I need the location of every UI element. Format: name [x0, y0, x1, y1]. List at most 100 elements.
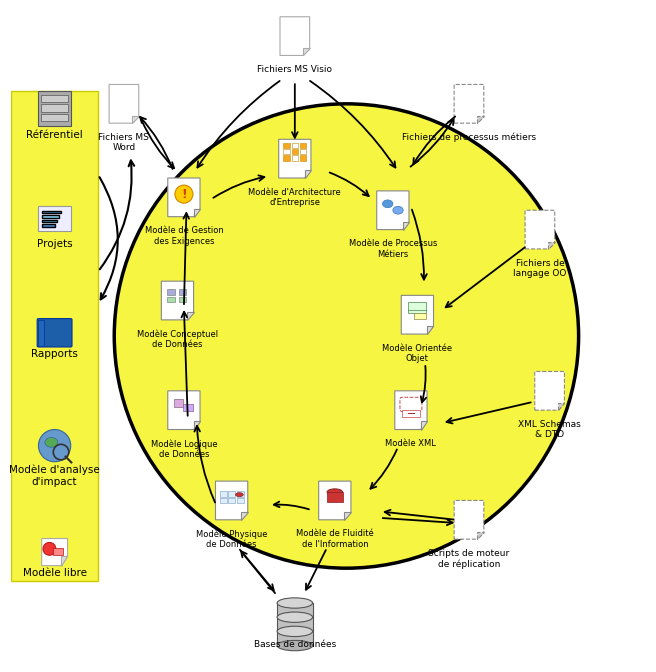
Circle shape: [114, 103, 579, 569]
FancyBboxPatch shape: [178, 289, 186, 295]
Polygon shape: [61, 556, 68, 566]
FancyBboxPatch shape: [220, 498, 227, 503]
Polygon shape: [525, 210, 555, 249]
Text: !: !: [181, 187, 187, 201]
Text: Modèle Conceptuel
de Données: Modèle Conceptuel de Données: [137, 329, 218, 349]
Polygon shape: [280, 17, 310, 56]
Polygon shape: [279, 139, 311, 178]
FancyBboxPatch shape: [220, 491, 227, 497]
Polygon shape: [427, 326, 434, 334]
Ellipse shape: [45, 437, 58, 448]
Polygon shape: [395, 391, 427, 429]
FancyBboxPatch shape: [182, 405, 193, 411]
FancyBboxPatch shape: [300, 142, 306, 148]
Circle shape: [43, 542, 56, 555]
Circle shape: [175, 185, 193, 203]
FancyBboxPatch shape: [283, 142, 290, 148]
Text: Référentiel: Référentiel: [26, 130, 83, 140]
Ellipse shape: [327, 489, 342, 495]
FancyBboxPatch shape: [277, 603, 312, 617]
Text: Modèle d'Architecture
d'Entreprise: Modèle d'Architecture d'Entreprise: [249, 187, 341, 207]
Polygon shape: [420, 421, 427, 429]
FancyBboxPatch shape: [283, 155, 290, 161]
FancyBboxPatch shape: [43, 220, 57, 222]
FancyBboxPatch shape: [39, 91, 71, 126]
Polygon shape: [548, 241, 555, 249]
Ellipse shape: [393, 206, 403, 214]
FancyBboxPatch shape: [174, 399, 182, 407]
Polygon shape: [194, 421, 200, 429]
FancyBboxPatch shape: [277, 617, 312, 632]
Text: Fichiers MS
Word: Fichiers MS Word: [98, 133, 150, 153]
Text: Modèle de Processus
Métiers: Modèle de Processus Métiers: [349, 239, 437, 259]
FancyBboxPatch shape: [41, 95, 68, 102]
FancyBboxPatch shape: [237, 491, 244, 497]
Polygon shape: [303, 48, 310, 56]
Polygon shape: [216, 481, 248, 520]
Polygon shape: [42, 538, 68, 566]
Text: Fichiers de
langage OO: Fichiers de langage OO: [513, 259, 567, 278]
Ellipse shape: [236, 493, 243, 497]
FancyBboxPatch shape: [39, 206, 71, 231]
Text: Modèle XML: Modèle XML: [386, 439, 436, 448]
Text: Fichiers MS Visio: Fichiers MS Visio: [257, 65, 333, 74]
Text: Modèle libre: Modèle libre: [22, 569, 87, 578]
Polygon shape: [161, 281, 194, 320]
Polygon shape: [194, 208, 200, 216]
Text: Rapports: Rapports: [31, 349, 78, 359]
FancyBboxPatch shape: [11, 91, 98, 581]
Text: Modèle Orientée
Objet: Modèle Orientée Objet: [382, 344, 453, 363]
FancyBboxPatch shape: [400, 397, 422, 411]
FancyBboxPatch shape: [41, 114, 68, 121]
Text: Modèle Physique
de Données: Modèle Physique de Données: [196, 530, 268, 550]
Text: Scripts de moteur
de réplication: Scripts de moteur de réplication: [428, 549, 510, 569]
FancyBboxPatch shape: [53, 548, 63, 555]
FancyBboxPatch shape: [277, 632, 312, 646]
FancyBboxPatch shape: [167, 296, 175, 302]
Polygon shape: [401, 296, 434, 334]
FancyBboxPatch shape: [292, 149, 298, 154]
Ellipse shape: [277, 612, 312, 622]
FancyBboxPatch shape: [37, 319, 72, 347]
Polygon shape: [168, 178, 200, 216]
FancyBboxPatch shape: [41, 104, 68, 112]
FancyBboxPatch shape: [407, 302, 426, 312]
Text: Modèle Logique
de Données: Modèle Logique de Données: [151, 439, 217, 459]
FancyBboxPatch shape: [300, 149, 306, 154]
Text: Projets: Projets: [37, 239, 72, 249]
Polygon shape: [241, 512, 248, 520]
FancyBboxPatch shape: [402, 409, 420, 417]
Text: Fichiers de processus métiers: Fichiers de processus métiers: [402, 133, 536, 142]
FancyBboxPatch shape: [300, 155, 306, 161]
Polygon shape: [454, 85, 484, 123]
Polygon shape: [133, 116, 139, 123]
Text: Bases de données: Bases de données: [254, 640, 336, 649]
Polygon shape: [535, 372, 564, 410]
Polygon shape: [168, 391, 200, 429]
FancyBboxPatch shape: [414, 312, 426, 319]
FancyBboxPatch shape: [39, 320, 44, 345]
FancyBboxPatch shape: [43, 224, 55, 227]
Polygon shape: [478, 116, 484, 123]
Ellipse shape: [277, 598, 312, 608]
Polygon shape: [403, 222, 409, 230]
Text: XML Schemas
& DTD: XML Schemas & DTD: [518, 420, 581, 439]
Polygon shape: [187, 312, 194, 320]
FancyBboxPatch shape: [327, 492, 342, 503]
Text: Modèle de Fluidité
de l'Information: Modèle de Fluidité de l'Information: [296, 530, 374, 549]
Polygon shape: [109, 85, 139, 123]
FancyBboxPatch shape: [237, 498, 244, 503]
Polygon shape: [558, 403, 564, 410]
FancyBboxPatch shape: [43, 216, 59, 218]
Ellipse shape: [382, 200, 393, 208]
Circle shape: [39, 429, 71, 462]
FancyBboxPatch shape: [292, 155, 298, 161]
Polygon shape: [344, 512, 351, 520]
FancyBboxPatch shape: [283, 149, 290, 154]
FancyBboxPatch shape: [167, 289, 175, 295]
Text: Modèle d'analyse
d'impact: Modèle d'analyse d'impact: [9, 465, 100, 487]
Ellipse shape: [277, 640, 312, 650]
Polygon shape: [377, 191, 409, 230]
FancyBboxPatch shape: [228, 498, 236, 503]
FancyBboxPatch shape: [43, 211, 61, 214]
